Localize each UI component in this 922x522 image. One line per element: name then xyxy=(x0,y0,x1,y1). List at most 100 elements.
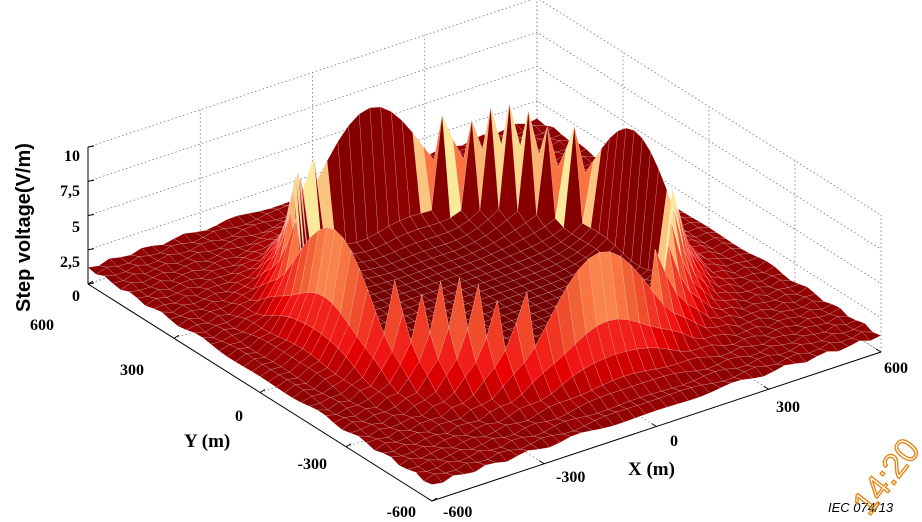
surface-patch xyxy=(198,279,219,290)
surface-patch xyxy=(149,280,170,290)
surface-patch xyxy=(210,340,231,352)
z-tick-mark xyxy=(87,179,95,182)
surface-patch xyxy=(362,357,382,387)
surface-patch xyxy=(480,287,501,297)
surface-patch xyxy=(266,271,286,298)
surface-patch xyxy=(487,452,508,464)
surface-patch xyxy=(327,401,348,415)
surface-patch xyxy=(114,271,135,281)
surface-patch xyxy=(294,383,315,391)
surface-patch xyxy=(434,278,455,289)
surface-patch xyxy=(296,292,317,325)
surface-patch xyxy=(432,401,453,418)
surface-patch xyxy=(332,237,352,314)
surface-patch xyxy=(359,385,380,400)
surface-patch xyxy=(392,414,413,424)
surface-patch xyxy=(244,313,265,324)
surface-patch xyxy=(364,311,385,359)
surface-patch xyxy=(256,239,277,249)
surface-patch xyxy=(637,401,657,415)
surface-patch xyxy=(212,300,233,309)
surface-patch xyxy=(609,251,630,321)
surface-patch xyxy=(700,298,720,319)
surface-patch xyxy=(234,224,255,230)
surface-patch xyxy=(482,242,503,255)
x-tick-mark xyxy=(763,385,770,390)
surface-patch xyxy=(786,353,807,364)
surface-patch xyxy=(715,263,735,274)
surface-patch xyxy=(774,293,795,303)
surface-patch xyxy=(274,188,294,256)
surface-patch xyxy=(467,284,487,364)
surface-patch xyxy=(159,245,180,255)
surface-patch xyxy=(481,438,502,451)
surface-patch xyxy=(729,314,750,327)
surface-patch xyxy=(709,276,730,287)
surface-patch xyxy=(466,462,487,473)
surface-patch xyxy=(266,208,287,221)
surface-patch xyxy=(550,279,571,289)
surface-patch xyxy=(615,350,635,377)
surface-patch xyxy=(289,362,309,379)
surface-patch xyxy=(543,425,564,436)
surface-patch xyxy=(552,227,573,243)
surface-patch xyxy=(280,357,301,373)
surface-patch xyxy=(722,242,742,250)
surface-patch xyxy=(430,447,451,461)
surface-patch xyxy=(497,416,518,426)
surface-patch xyxy=(258,278,279,301)
surface-patch xyxy=(692,337,713,349)
surface-patch xyxy=(470,291,491,301)
x-tick-mark xyxy=(875,348,882,353)
surface-patch xyxy=(418,331,439,377)
surface-patch xyxy=(428,222,449,237)
surface-patch xyxy=(229,341,250,349)
surface-patch xyxy=(214,291,235,302)
surface-patch xyxy=(454,435,475,443)
surface-patch xyxy=(598,251,619,322)
surface-patch xyxy=(340,384,361,402)
surface-patch xyxy=(366,232,387,249)
surface-patch xyxy=(709,251,729,260)
surface-patch xyxy=(399,216,419,234)
surface-patch xyxy=(575,415,596,427)
surface-patch xyxy=(409,213,430,230)
surface-patch xyxy=(321,385,342,398)
surface-patch xyxy=(329,312,350,349)
surface-patch xyxy=(242,322,263,335)
surface-patch xyxy=(418,267,439,278)
surface-patch xyxy=(226,348,247,363)
x-tick-label: 0 xyxy=(670,433,678,450)
grid-line xyxy=(87,31,882,250)
surface-patch xyxy=(388,220,408,239)
surface-patch xyxy=(292,389,313,403)
surface-patch xyxy=(749,280,771,288)
figure-id-caption: IEC 074/13 xyxy=(828,500,894,515)
surface-patch xyxy=(394,398,415,415)
surface-patch xyxy=(754,365,775,377)
surface-patch xyxy=(626,405,647,419)
z-tick-mark xyxy=(87,145,95,148)
grid-line xyxy=(87,100,882,319)
surface-patch xyxy=(532,309,553,320)
surface-patch xyxy=(359,269,380,279)
x-tick-label: -300 xyxy=(556,469,585,486)
surface-patch xyxy=(184,295,206,305)
y-axis-title: Y (m) xyxy=(184,431,230,452)
surface-patch xyxy=(478,296,499,306)
surface-patch xyxy=(210,239,231,249)
surface-patch xyxy=(193,298,214,310)
surface-patch xyxy=(490,103,510,210)
y-tick-mark xyxy=(259,389,266,393)
y-tick-label: 600 xyxy=(30,317,54,334)
surface-patch xyxy=(428,459,449,469)
surface-patch xyxy=(426,235,446,248)
surface-patch xyxy=(381,414,402,429)
surface-patch xyxy=(390,455,411,466)
surface-patch xyxy=(381,350,401,384)
surface-patch xyxy=(433,472,454,484)
surface-patch xyxy=(812,300,833,310)
surface-patch xyxy=(449,449,470,462)
surface-patch xyxy=(310,333,331,362)
surface-patch xyxy=(757,354,778,367)
